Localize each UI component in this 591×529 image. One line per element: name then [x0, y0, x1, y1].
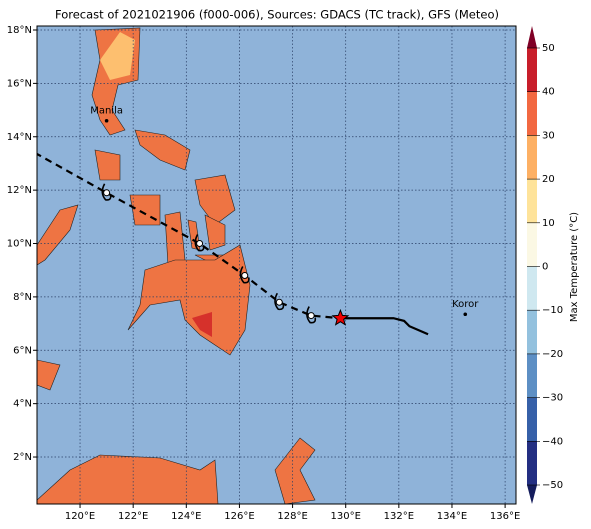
- x-tick-label: 128°E: [277, 511, 307, 522]
- storm-symbol: [239, 266, 250, 284]
- place-label: Koror: [452, 299, 479, 310]
- storm-center: [307, 312, 315, 320]
- colorbar-bin: [527, 222, 537, 267]
- colorbar: [527, 26, 537, 504]
- storm-symbol: [194, 234, 205, 252]
- storm-symbol: [101, 183, 112, 201]
- place-marker: [463, 312, 468, 317]
- x-tick-label: 136°E: [490, 511, 520, 522]
- storm-center: [241, 272, 249, 280]
- x-tick-label: 134°E: [437, 511, 467, 522]
- colorbar-tick-label: 30: [542, 130, 555, 141]
- x-tick-label: 122°E: [118, 511, 148, 522]
- colorbar-tick-label: 50: [542, 43, 555, 54]
- colorbar-tick-label: 20: [542, 174, 555, 185]
- y-tick-label: 10°N: [7, 239, 32, 250]
- colorbar-bin: [527, 441, 537, 485]
- y-tick-label: 16°N: [7, 78, 32, 89]
- map-frame: [36, 25, 517, 505]
- storm-symbol: [306, 306, 317, 324]
- y-tick-label: 4°N: [13, 399, 32, 410]
- colorbar-tick-label: 40: [542, 87, 555, 98]
- colorbar-tick-label: −30: [542, 393, 563, 404]
- title: Forecast of 2021021906 (f000-006), Sourc…: [55, 8, 499, 22]
- colorbar-tick-label: −10: [542, 305, 563, 316]
- y-tick-label: 14°N: [7, 132, 32, 143]
- colorbar-bin: [527, 310, 537, 354]
- forecast-track: [340, 317, 429, 336]
- sea: [37, 26, 516, 504]
- colorbar-bin: [527, 353, 537, 398]
- current-position: [331, 308, 350, 326]
- place-marker: [104, 118, 109, 123]
- colorbar-bin: [527, 179, 537, 223]
- colorbar-bin: [527, 266, 537, 311]
- land: [37, 27, 316, 504]
- storm-center: [196, 240, 204, 248]
- storm-center: [275, 298, 283, 306]
- x-tick-label: 126°E: [224, 511, 254, 522]
- colorbar-tick-label: −50: [542, 480, 563, 491]
- x-tick-label: 120°E: [65, 511, 95, 522]
- colorbar-bin: [527, 91, 537, 136]
- colorbar-label: Max Temperature (°C): [569, 212, 580, 322]
- y-tick-label: 12°N: [7, 185, 32, 196]
- colorbar-bin: [527, 397, 537, 442]
- colorbar-tick-label: −20: [542, 349, 563, 360]
- x-tick-label: 124°E: [171, 511, 201, 522]
- colorbar-tick-label: 0: [542, 262, 548, 273]
- y-tick-label: 18°N: [7, 25, 32, 36]
- y-tick-label: 8°N: [13, 292, 32, 303]
- storm-center: [103, 189, 111, 197]
- y-tick-label: 2°N: [13, 452, 32, 463]
- colorbar-tick-label: 10: [542, 218, 555, 229]
- colorbar-bin: [527, 135, 537, 180]
- colorbar-bin: [527, 48, 537, 92]
- y-tick-label: 6°N: [13, 345, 32, 356]
- x-tick-label: 130°E: [331, 511, 361, 522]
- storm-symbol: [274, 292, 285, 311]
- x-tick-label: 132°E: [384, 511, 414, 522]
- place-label: Manila: [90, 106, 123, 117]
- colorbar-tick-label: −40: [542, 436, 563, 447]
